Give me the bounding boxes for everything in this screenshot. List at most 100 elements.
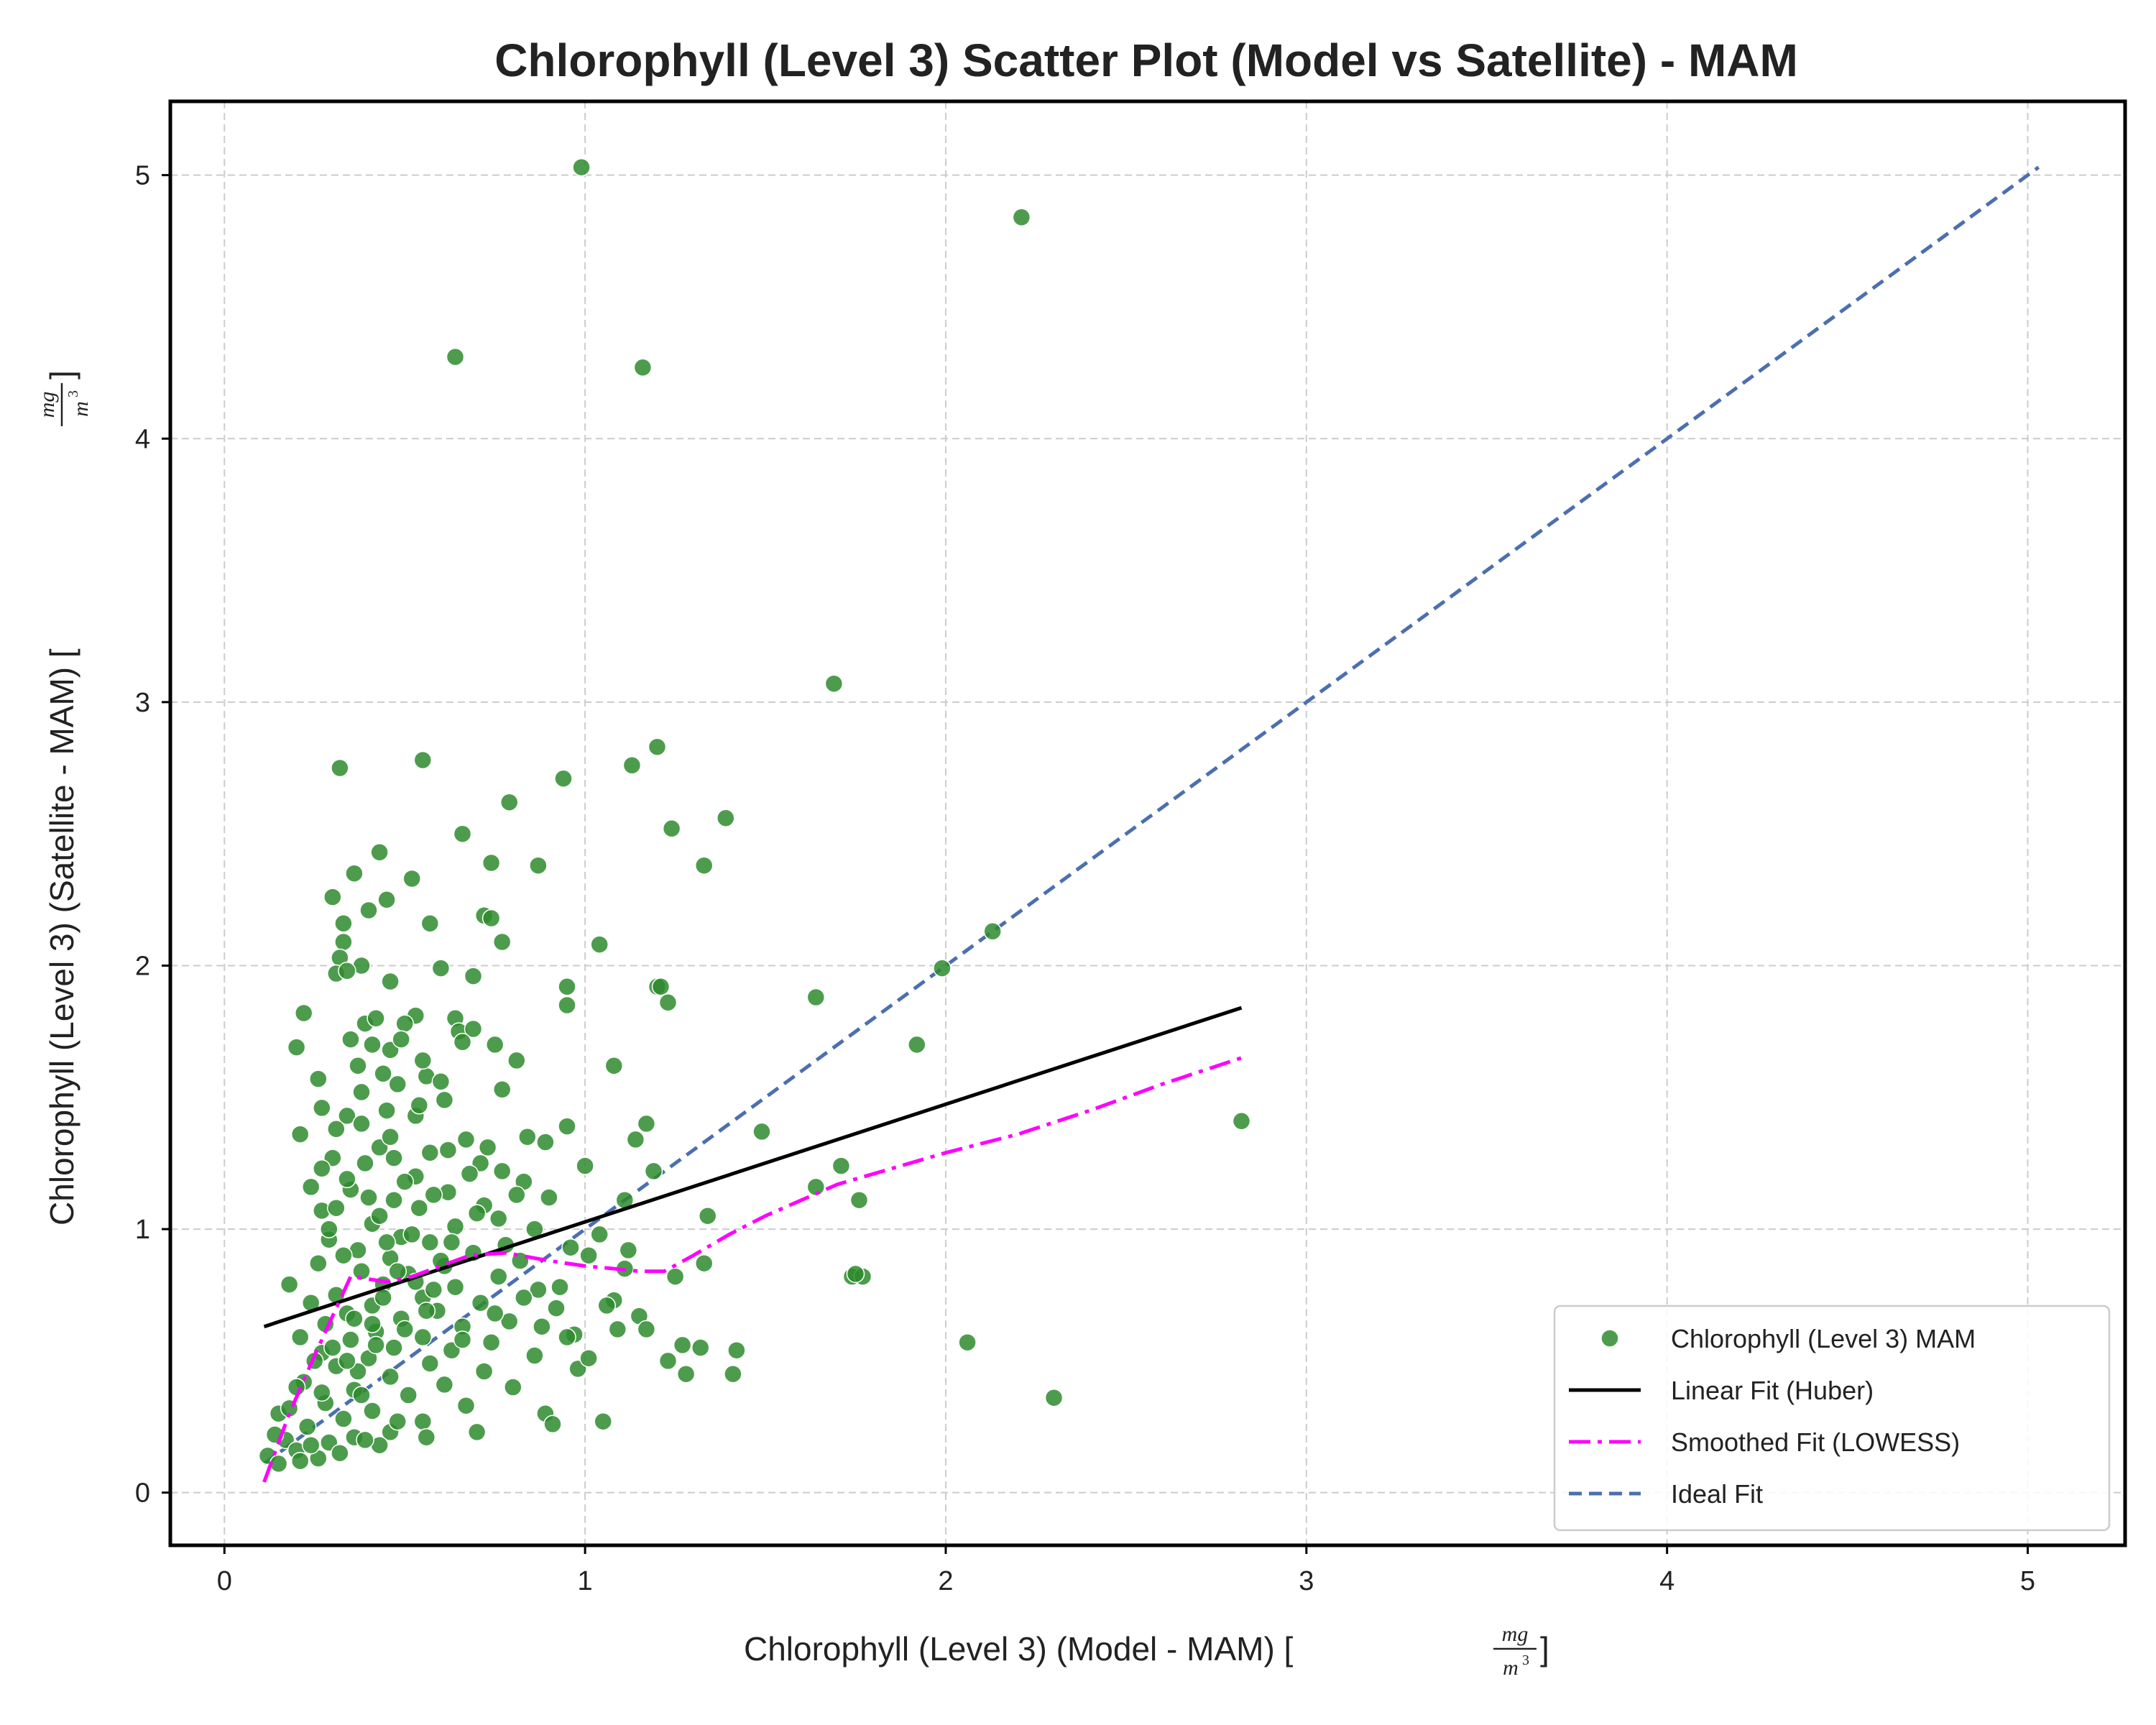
scatter-point [665, 1267, 685, 1286]
scatter-point [550, 1277, 569, 1297]
scatter-point [471, 1293, 490, 1312]
scatter-point [482, 908, 501, 928]
scatter-point [543, 1414, 562, 1434]
scatter-point [384, 1190, 403, 1210]
scatter-point [983, 922, 1002, 941]
scatter-point [363, 1402, 382, 1420]
scatter-point [334, 1246, 353, 1265]
scatter-point [1044, 1388, 1064, 1407]
scatter-point [558, 1117, 576, 1136]
x-axis-title: Chlorophyll (Level 3) (Model - MAM) [ mg… [744, 1622, 1549, 1680]
y-tick-label: 2 [135, 951, 150, 981]
scatter-point [349, 1057, 367, 1075]
scatter-point [460, 1164, 479, 1183]
scatter-point [554, 769, 573, 788]
scatter-point [698, 1206, 717, 1225]
scatter-point [662, 819, 681, 838]
scatter-point [558, 1328, 576, 1347]
scatter-point [388, 1412, 407, 1431]
scatter-point [453, 824, 472, 843]
scatter-point [410, 1096, 429, 1115]
scatter-point [313, 1383, 331, 1402]
scatter-point [435, 1375, 454, 1394]
scatter-point [464, 967, 483, 985]
scatter-points [258, 157, 1251, 1473]
scatter-point [499, 1312, 519, 1331]
scatter-point [673, 1335, 692, 1355]
scatter-point [691, 1338, 710, 1357]
scatter-point [533, 1317, 551, 1336]
legend-label-points: Chlorophyll (Level 3) MAM [1671, 1324, 1976, 1353]
scatter-point [420, 1233, 440, 1252]
scatter-point [384, 1149, 403, 1167]
scatter-point [529, 1280, 548, 1300]
scatter-point [301, 1177, 321, 1197]
scatter-point [313, 1098, 331, 1118]
scatter-point [356, 1154, 374, 1173]
scatter-point [446, 1277, 465, 1297]
scatter-point [561, 1238, 580, 1257]
scatter-point [831, 1156, 851, 1175]
x-tick-label: 5 [2020, 1566, 2035, 1596]
scatter-point [456, 1130, 476, 1149]
y-unit-denominator: m [69, 401, 93, 417]
scatter-point [467, 1422, 487, 1442]
scatter-point [1232, 1112, 1251, 1131]
scatter-point [413, 750, 433, 770]
scatter-point [345, 864, 364, 883]
scatter-point [507, 1185, 526, 1205]
scatter-point [478, 1138, 497, 1157]
scatter-point [420, 1354, 440, 1373]
scatter-point [547, 1299, 566, 1317]
scatter-point [529, 856, 548, 875]
scatter-point [334, 914, 353, 933]
x-unit-close-bracket: ] [1540, 1630, 1549, 1668]
legend-marker-points [1600, 1329, 1619, 1348]
x-axis-label: Chlorophyll (Level 3) (Model - MAM) [ [744, 1630, 1294, 1668]
scatter-point [338, 1169, 356, 1189]
scatter-point [381, 1128, 400, 1146]
y-tick-label: 0 [135, 1478, 150, 1509]
scatter-point [338, 1351, 356, 1371]
scatter-point [395, 1172, 414, 1191]
scatter-point [356, 1430, 374, 1450]
scatter-point [572, 157, 591, 177]
scatter-point [290, 1328, 310, 1347]
y-tick-label: 4 [135, 424, 150, 454]
scatter-point [395, 1014, 414, 1033]
scatter-point [320, 1220, 338, 1238]
scatter-point [359, 901, 378, 920]
scatter-point [499, 793, 519, 811]
grid-lines [170, 101, 2125, 1545]
x-tick-label: 4 [1659, 1566, 1674, 1596]
scatter-point [352, 1114, 371, 1133]
scatter-point [290, 1125, 310, 1144]
plot-frame [168, 99, 2127, 1547]
scatter-point [590, 1225, 609, 1244]
legend-label-linear: Linear Fit (Huber) [1671, 1376, 1874, 1405]
scatter-point [558, 995, 576, 1015]
x-unit-denominator: m [1503, 1656, 1519, 1680]
scatter-point [456, 1396, 476, 1415]
scatter-point [492, 1162, 512, 1181]
scatter-point [399, 1386, 418, 1404]
scatter-point [492, 932, 512, 952]
scatter-point [474, 1362, 494, 1381]
scatter-point [446, 1217, 465, 1236]
scatter-point [485, 1304, 505, 1323]
scatter-point [525, 1346, 544, 1365]
scatter-point [846, 1264, 865, 1284]
scatter-point [381, 1367, 400, 1386]
scatter-point [558, 978, 576, 996]
scatter-point [644, 1162, 663, 1181]
scatter-point [410, 1198, 429, 1218]
scatter-point [724, 1364, 742, 1384]
scatter-point [608, 1320, 627, 1339]
scatter-point [395, 1320, 414, 1339]
scatter-point [377, 1101, 396, 1120]
scatter-point [515, 1288, 533, 1307]
scatter-point [290, 1451, 310, 1471]
chart-title: Chlorophyll (Level 3) Scatter Plot (Mode… [494, 34, 1798, 86]
scatter-point [424, 1280, 443, 1300]
